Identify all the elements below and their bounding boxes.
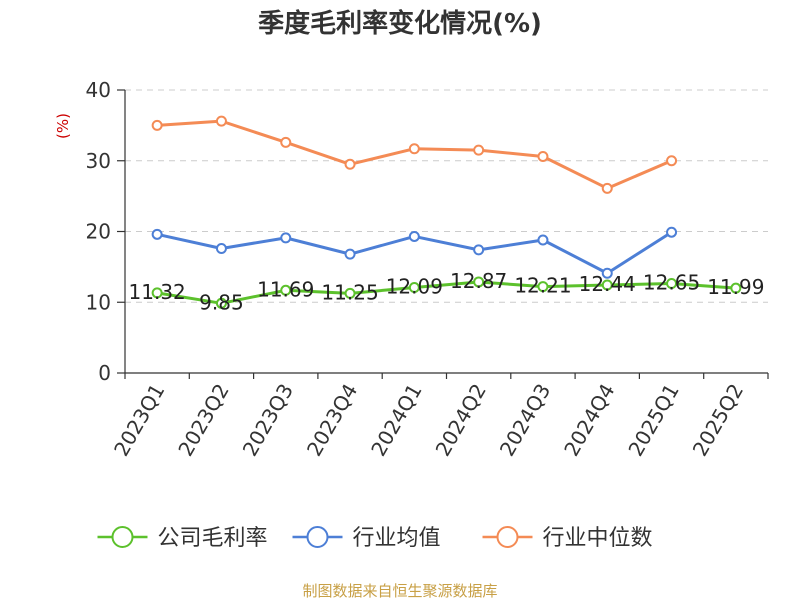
data-point <box>151 287 163 299</box>
data-label: 12.65 <box>643 271 700 295</box>
data-label: 9.85 <box>199 290 244 314</box>
data-point <box>280 284 292 296</box>
data-label: 12.09 <box>386 274 443 298</box>
data-label: 11.99 <box>707 275 764 299</box>
grid <box>125 89 768 303</box>
x-tick-label: 2025Q1 <box>623 380 683 461</box>
data-point <box>666 278 678 290</box>
data-point <box>601 267 613 279</box>
data-point <box>215 115 227 127</box>
x-tick-label: 2025Q2 <box>688 380 748 461</box>
y-tick-label: 10 <box>86 290 111 314</box>
legend-label: 公司毛利率 <box>158 526 268 551</box>
data-point <box>215 297 227 309</box>
data-point <box>473 144 485 156</box>
x-tick-label: 2023Q3 <box>238 380 298 461</box>
series-line <box>156 280 736 305</box>
legend-label: 行业中位数 <box>543 526 653 551</box>
legend: 公司毛利率 行业均值 行业中位数 <box>97 526 653 551</box>
data-point <box>601 182 613 194</box>
legend-item: 行业中位数 <box>482 526 653 551</box>
x-tick-label: 2024Q4 <box>559 380 619 461</box>
data-labels: 11.32 9.85 11.69 11.25 12.09 12.87 12.21 12.44 1… <box>129 269 765 314</box>
data-point <box>537 234 549 246</box>
series <box>151 115 742 309</box>
series-line <box>157 119 673 190</box>
data-point <box>408 230 420 242</box>
y-tick-label: 40 <box>86 78 111 102</box>
x-tick-label: 2024Q1 <box>366 380 426 461</box>
data-point <box>473 276 485 288</box>
x-tick-label: 2023Q1 <box>109 380 169 461</box>
data-point <box>151 228 163 240</box>
data-point <box>537 281 549 293</box>
data-label: 11.69 <box>257 277 314 301</box>
legend-item: 行业均值 <box>292 526 441 551</box>
data-point <box>344 287 356 299</box>
data-point <box>344 158 356 170</box>
x-tick-label: 2024Q2 <box>431 380 491 461</box>
legend-item: 公司毛利率 <box>97 526 268 551</box>
data-point <box>473 244 485 256</box>
data-label: 12.21 <box>514 274 571 298</box>
chart-title: 季度毛利率变化情况(%) <box>258 8 542 39</box>
data-point <box>537 151 549 163</box>
data-point <box>408 281 420 293</box>
data-point <box>280 232 292 244</box>
data-point <box>666 155 678 167</box>
y-unit-label: (%) <box>54 113 72 139</box>
y-tick-label: 30 <box>86 149 111 173</box>
data-point <box>344 248 356 260</box>
data-label: 11.25 <box>321 280 378 304</box>
y-tick-label: 0 <box>98 361 111 385</box>
x-tick-label: 2023Q2 <box>173 380 233 461</box>
data-point <box>666 226 678 238</box>
x-tick-label: 2024Q3 <box>495 380 555 461</box>
data-point <box>730 282 742 294</box>
data-point <box>280 136 292 148</box>
data-label: 12.87 <box>450 269 507 293</box>
data-point <box>151 119 163 131</box>
data-label: 11.32 <box>129 280 186 304</box>
source-note: 制图数据来自恒生聚源数据库 <box>302 582 497 600</box>
data-label: 12.44 <box>579 272 636 296</box>
data-point <box>601 279 613 291</box>
data-point <box>215 242 227 254</box>
y-tick-label: 20 <box>86 220 111 244</box>
data-point <box>408 143 420 155</box>
x-tick-label: 2023Q4 <box>302 380 362 461</box>
legend-label: 行业均值 <box>353 526 441 551</box>
